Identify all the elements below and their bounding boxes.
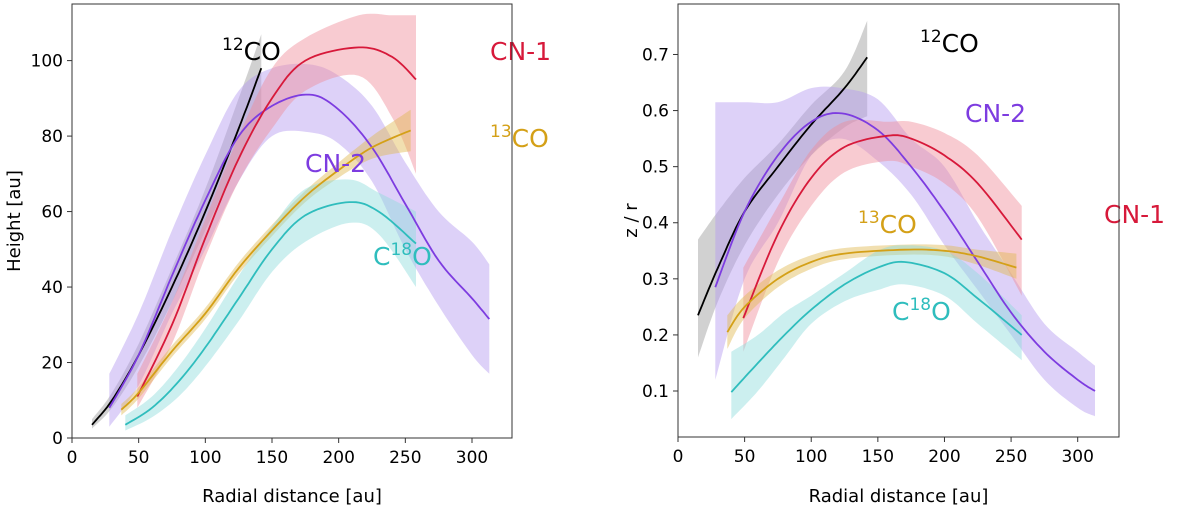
x-tick-label: 150: [862, 447, 894, 467]
band-12CO: [698, 20, 868, 358]
series-label-CN-1: CN-1: [1104, 200, 1165, 229]
label-text: CN-1: [1104, 200, 1165, 229]
y-tick-label: 40: [41, 278, 63, 298]
label-superscript: 12: [920, 27, 942, 47]
y-tick-label: 0.3: [642, 270, 669, 290]
x-tick-label: 300: [1061, 447, 1093, 467]
axes-frame: [71, 3, 513, 439]
line-CN-1: [742, 134, 1023, 319]
series-label-13CO: 13CO: [858, 208, 917, 239]
y-tick-label: 0.1: [642, 382, 669, 402]
x-tick-label: 0: [67, 448, 78, 468]
y-tick-label: 0.2: [642, 326, 669, 346]
label-text: CN-2: [965, 99, 1026, 128]
label-text: CN-2: [305, 149, 366, 178]
series-label-CN-2: CN-2: [305, 149, 366, 178]
axes-frame: [677, 3, 1120, 438]
label-superscript: 13: [490, 122, 512, 142]
line-C18O: [124, 201, 417, 426]
label-text: CN-1: [490, 37, 551, 66]
x-axis-label: Radial distance [au]: [202, 486, 382, 507]
band-C18O: [731, 245, 1022, 420]
band-13CO: [121, 109, 411, 416]
y-tick-label: 0.7: [642, 45, 669, 65]
y-axis-label: z / r: [621, 203, 642, 238]
label-text: O: [412, 242, 432, 271]
series-label-12CO: 12CO: [920, 27, 979, 58]
line-12CO: [91, 67, 263, 426]
x-tick-label: 250: [995, 447, 1027, 467]
band-C18O: [125, 179, 417, 431]
label-text: C: [373, 242, 390, 271]
x-tick-label: 150: [256, 448, 288, 468]
series-label-C18O: C18O: [892, 295, 951, 326]
line-CN-2: [714, 112, 1096, 392]
label-superscript: 18: [909, 295, 931, 315]
x-tick-label: 0: [673, 447, 684, 467]
x-tick-label: 200: [322, 448, 354, 468]
band-CN-1: [743, 119, 1022, 352]
y-tick-label: 0.4: [642, 214, 669, 234]
line-C18O: [730, 260, 1023, 393]
line-13CO: [120, 129, 412, 411]
label-text: CO: [244, 37, 281, 66]
x-tick-label: 200: [928, 447, 960, 467]
series-label-C18O: C18O: [373, 240, 432, 271]
band-CN-2: [109, 63, 490, 427]
y-tick-label: 80: [41, 127, 63, 147]
line-CN-2: [108, 93, 490, 409]
label-superscript: 13: [858, 208, 880, 228]
series-label-12CO: 12CO: [222, 35, 281, 66]
y-axis-label: Height [au]: [4, 170, 25, 272]
series-label-13CO: 13CO: [490, 122, 549, 153]
label-text: CO: [512, 124, 549, 153]
y-tick-label: 60: [41, 203, 63, 223]
x-axis-label: Radial distance [au]: [809, 486, 989, 507]
plot-area: [697, 20, 1096, 420]
series-label-CN-1: CN-1: [490, 37, 551, 66]
band-13CO: [727, 244, 1017, 349]
line-CN-1: [136, 46, 417, 397]
label-superscript: 18: [390, 240, 412, 260]
x-tick-label: 50: [128, 448, 150, 468]
y-tick-label: 0: [52, 429, 63, 449]
label-text: CO: [942, 29, 979, 58]
label-text: C: [892, 297, 909, 326]
label-superscript: 12: [222, 35, 244, 55]
y-tick-label: 20: [41, 354, 63, 374]
line-12CO: [697, 56, 868, 316]
y-tick-label: 100: [31, 52, 63, 72]
plot-area: [91, 13, 490, 431]
y-tick-label: 0.6: [642, 102, 669, 122]
x-tick-label: 250: [389, 448, 421, 468]
label-text: O: [931, 297, 951, 326]
x-tick-label: 100: [189, 448, 221, 468]
series-label-CN-2: CN-2: [965, 99, 1026, 128]
y-tick-label: 0.5: [642, 158, 669, 178]
band-CN-2: [715, 86, 1095, 417]
x-tick-label: 300: [456, 448, 488, 468]
x-tick-label: 50: [734, 447, 756, 467]
line-13CO: [726, 248, 1017, 333]
x-tick-label: 100: [795, 447, 827, 467]
label-text: CO: [880, 210, 917, 239]
